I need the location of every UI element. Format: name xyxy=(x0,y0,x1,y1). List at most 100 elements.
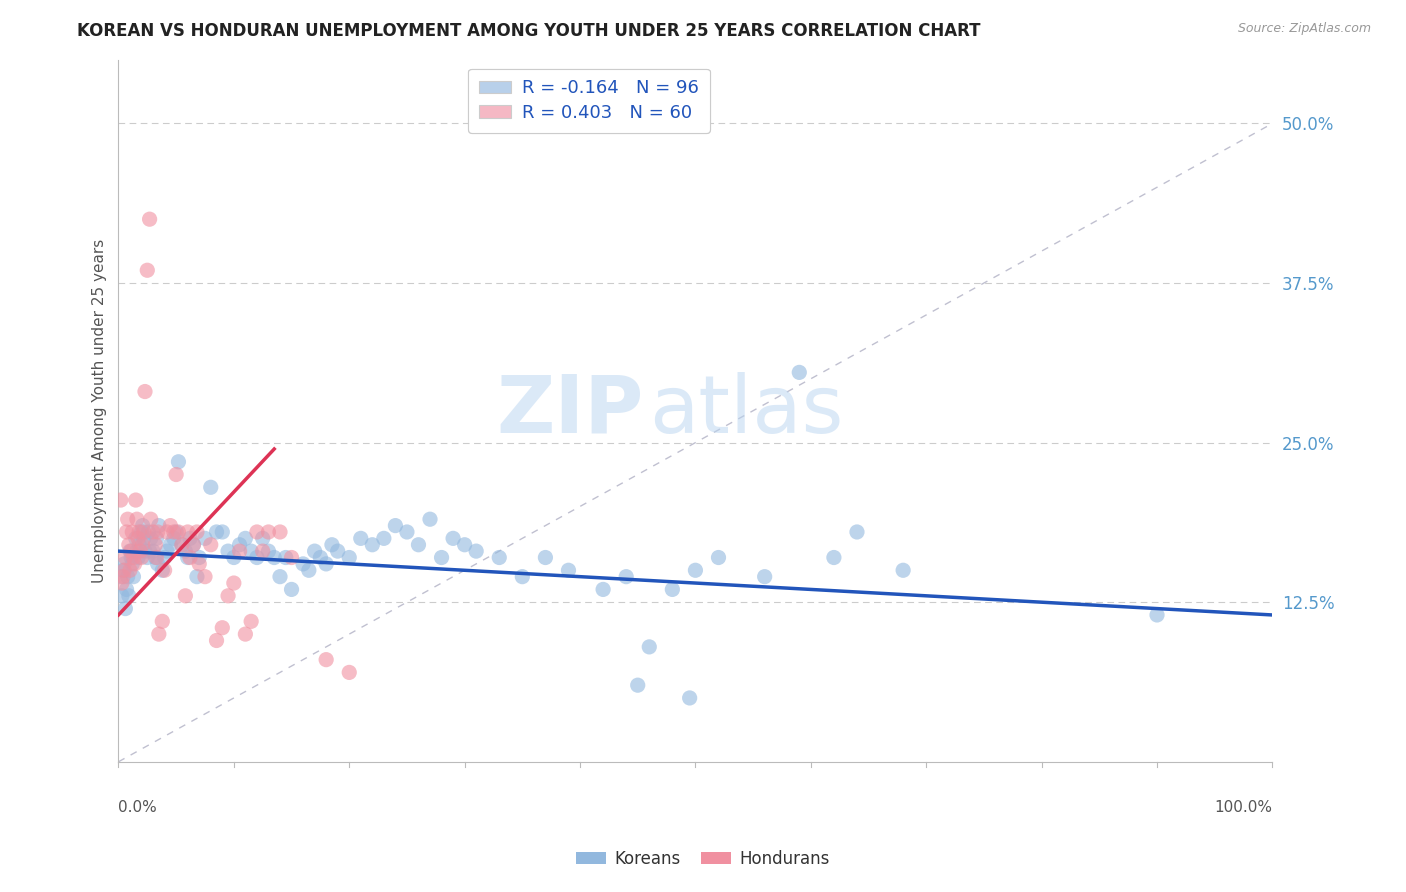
Legend: Koreans, Hondurans: Koreans, Hondurans xyxy=(569,844,837,875)
Point xyxy=(131,524,153,539)
Point xyxy=(315,653,337,667)
Point xyxy=(179,550,201,565)
Point xyxy=(156,524,179,539)
Point xyxy=(661,582,683,597)
Point xyxy=(350,532,373,546)
Point xyxy=(200,538,222,552)
Point xyxy=(222,576,245,591)
Point xyxy=(145,532,167,546)
Point xyxy=(111,589,134,603)
Text: KOREAN VS HONDURAN UNEMPLOYMENT AMONG YOUTH UNDER 25 YEARS CORRELATION CHART: KOREAN VS HONDURAN UNEMPLOYMENT AMONG YO… xyxy=(77,22,981,40)
Text: 0.0%: 0.0% xyxy=(118,800,157,815)
Point xyxy=(217,544,239,558)
Point xyxy=(614,569,637,583)
Point xyxy=(176,524,198,539)
Point xyxy=(183,538,205,552)
Point xyxy=(235,627,257,641)
Point xyxy=(128,538,150,552)
Point xyxy=(131,518,153,533)
Point xyxy=(441,532,464,546)
Point xyxy=(112,563,135,577)
Point xyxy=(115,582,138,597)
Point xyxy=(337,665,360,680)
Point xyxy=(118,563,141,577)
Point xyxy=(146,557,169,571)
Point xyxy=(217,589,239,603)
Point xyxy=(112,563,135,577)
Point xyxy=(129,544,152,558)
Point xyxy=(145,550,167,565)
Point xyxy=(121,557,143,571)
Point xyxy=(165,467,187,482)
Point xyxy=(228,538,250,552)
Point xyxy=(361,538,384,552)
Point xyxy=(174,544,197,558)
Point xyxy=(205,524,228,539)
Point xyxy=(315,557,337,571)
Point xyxy=(131,550,153,565)
Point xyxy=(111,576,134,591)
Point xyxy=(124,557,146,571)
Point xyxy=(326,544,349,558)
Point xyxy=(121,524,143,539)
Point xyxy=(194,532,217,546)
Point xyxy=(534,550,557,565)
Point xyxy=(120,550,142,565)
Point xyxy=(139,532,162,546)
Point xyxy=(153,563,176,577)
Point xyxy=(145,550,167,565)
Point xyxy=(134,544,156,558)
Point xyxy=(891,563,914,577)
Point xyxy=(136,263,159,277)
Point xyxy=(117,569,139,583)
Point xyxy=(337,550,360,565)
Point xyxy=(132,524,155,539)
Point xyxy=(679,690,702,705)
Point xyxy=(240,544,263,558)
Point xyxy=(117,512,139,526)
Point xyxy=(110,493,132,508)
Point xyxy=(246,524,269,539)
Point xyxy=(205,633,228,648)
Point xyxy=(122,550,145,565)
Point xyxy=(321,538,343,552)
Y-axis label: Unemployment Among Youth under 25 years: Unemployment Among Youth under 25 years xyxy=(93,238,107,582)
Point xyxy=(183,538,205,552)
Text: atlas: atlas xyxy=(650,372,844,450)
Point xyxy=(846,524,869,539)
Point xyxy=(685,563,707,577)
Point xyxy=(134,384,156,399)
Point xyxy=(127,532,149,546)
Point xyxy=(120,544,142,558)
Point xyxy=(128,524,150,539)
Point xyxy=(150,615,173,629)
Point xyxy=(156,544,179,558)
Point xyxy=(274,550,297,565)
Point xyxy=(115,524,138,539)
Point xyxy=(163,524,186,539)
Point xyxy=(292,557,315,571)
Point xyxy=(167,455,190,469)
Point xyxy=(138,212,160,227)
Point xyxy=(159,538,181,552)
Point xyxy=(132,532,155,546)
Point xyxy=(280,582,302,597)
Point xyxy=(257,524,280,539)
Point xyxy=(638,640,661,654)
Point xyxy=(235,532,257,546)
Point xyxy=(176,550,198,565)
Point xyxy=(707,550,730,565)
Point xyxy=(309,550,332,565)
Point xyxy=(211,621,233,635)
Point xyxy=(373,532,395,546)
Point xyxy=(127,550,149,565)
Point xyxy=(1146,607,1168,622)
Point xyxy=(200,480,222,494)
Point xyxy=(125,512,148,526)
Point xyxy=(122,569,145,583)
Point xyxy=(159,518,181,533)
Text: Source: ZipAtlas.com: Source: ZipAtlas.com xyxy=(1237,22,1371,36)
Point xyxy=(139,512,162,526)
Point xyxy=(246,550,269,565)
Point xyxy=(188,557,211,571)
